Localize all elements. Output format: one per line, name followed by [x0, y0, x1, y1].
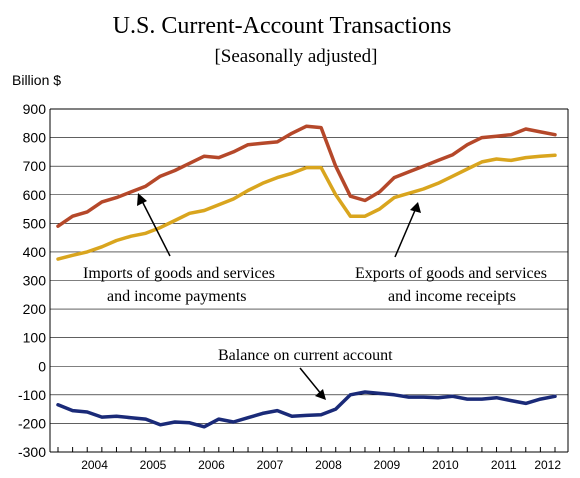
annotation-balance-arrow [299, 367, 323, 396]
chart-subtitle: [Seasonally adjusted] [214, 46, 377, 67]
annotation-imports-arrowhead [137, 193, 147, 206]
chart-title: U.S. Current-Account Transactions [113, 13, 452, 39]
y-tick-label: 600 [23, 187, 47, 203]
series-lines [56, 124, 557, 429]
x-tick-label: 2004 [81, 458, 108, 472]
x-tick-label: 2010 [432, 458, 459, 472]
x-tick-label: 2012 [534, 458, 561, 472]
x-axis: 2004 2005 2006 2007 2008 2009 2010 2011 2012 [57, 447, 561, 472]
y-tick-label: 500 [23, 215, 47, 231]
y-axis-label: Billion $ [12, 72, 61, 88]
y-tick-label: 800 [23, 130, 47, 146]
y-tick-label: -200 [18, 415, 46, 431]
series-line-1 [56, 153, 557, 261]
annotation-balance: Balance on current account [218, 347, 393, 364]
series-line-0 [56, 124, 557, 228]
x-tick-label: 2009 [374, 458, 401, 472]
y-tick-label: -300 [18, 444, 46, 460]
y-tick-label: 200 [23, 301, 47, 317]
annotation-balance-arrowhead [315, 389, 326, 400]
series-line-2 [56, 390, 557, 429]
x-tick-label: 2005 [140, 458, 167, 472]
x-tick-label: 2011 [491, 458, 517, 472]
annotation-imports-arrow [140, 198, 171, 257]
x-tick-label: 2006 [198, 458, 225, 472]
annotation-exports-line1: Exports of goods and services [355, 265, 547, 282]
x-tick-label: 2008 [315, 458, 342, 472]
y-tick-label: 100 [23, 330, 47, 346]
y-tick-labels: 900 800 700 600 500 400 300 200 100 0 -100 -200 -300 [18, 101, 46, 460]
y-tick-label: 700 [23, 158, 47, 174]
annotation-exports-arrow [394, 207, 417, 258]
annotation-exports-line2: and income receipts [388, 288, 516, 305]
y-tick-label: 0 [38, 358, 46, 374]
y-tick-label: 900 [23, 101, 47, 117]
y-tick-label: 400 [23, 244, 47, 260]
y-tick-label: 300 [23, 273, 47, 289]
y-tick-label: -100 [18, 387, 46, 403]
x-tick-label: 2007 [257, 458, 284, 472]
annotation-exports-arrowhead [410, 202, 421, 213]
annotations: Imports of goods and services and income… [83, 193, 547, 400]
annotation-imports-line2: and income payments [107, 288, 247, 305]
annotation-imports-line1: Imports of goods and services [83, 265, 275, 282]
